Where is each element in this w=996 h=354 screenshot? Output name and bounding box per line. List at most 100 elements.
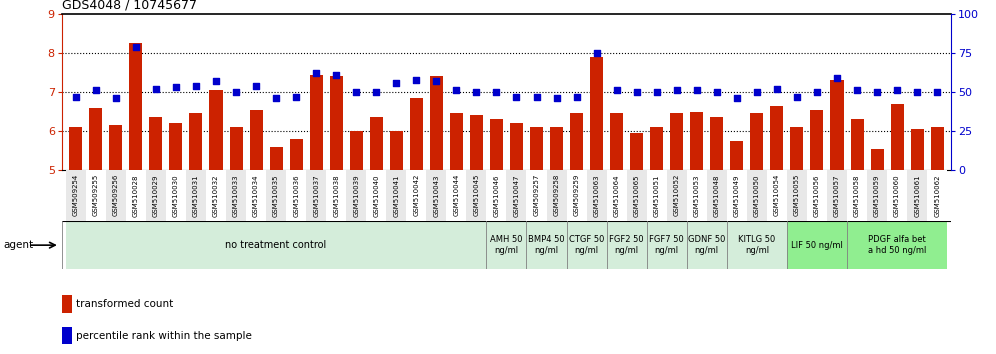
Text: FGF7 50
ng/ml: FGF7 50 ng/ml: [649, 235, 684, 255]
Point: [188, 83, 204, 88]
Point: [329, 72, 345, 78]
Text: GSM510036: GSM510036: [293, 174, 299, 217]
Point: [468, 89, 484, 95]
Text: percentile rank within the sample: percentile rank within the sample: [76, 331, 252, 341]
Bar: [607, 221, 646, 269]
Point: [870, 89, 885, 95]
Bar: [66, 170, 86, 221]
Bar: [687, 221, 727, 269]
Text: GSM510041: GSM510041: [393, 174, 399, 217]
Point: [729, 96, 745, 101]
Bar: [129, 44, 142, 170]
Point: [248, 83, 264, 88]
Bar: [125, 170, 145, 221]
Bar: [570, 113, 583, 170]
Point: [809, 89, 825, 95]
Text: no treatment control: no treatment control: [225, 240, 327, 250]
Bar: [229, 127, 243, 170]
Point: [349, 89, 365, 95]
Text: GSM510035: GSM510035: [273, 174, 279, 217]
Point: [709, 89, 725, 95]
Point: [509, 94, 525, 99]
Bar: [490, 119, 503, 170]
Text: GSM510034: GSM510034: [253, 174, 259, 217]
Bar: [707, 170, 727, 221]
Bar: [767, 170, 787, 221]
Point: [749, 89, 765, 95]
Text: GSM510045: GSM510045: [473, 174, 479, 216]
Point: [889, 88, 905, 93]
Bar: [567, 221, 607, 269]
Text: GSM509254: GSM509254: [73, 174, 79, 216]
Bar: [250, 110, 263, 170]
Point: [549, 96, 565, 101]
Bar: [350, 131, 363, 170]
Point: [589, 50, 605, 56]
Bar: [907, 170, 927, 221]
Bar: [347, 170, 367, 221]
Bar: [527, 221, 567, 269]
Point: [68, 94, 84, 99]
Bar: [430, 76, 443, 170]
Bar: [890, 104, 903, 170]
Bar: [791, 127, 804, 170]
Text: GSM510052: GSM510052: [673, 174, 679, 216]
Bar: [727, 170, 747, 221]
Text: KITLG 50
ng/ml: KITLG 50 ng/ml: [738, 235, 776, 255]
Bar: [930, 127, 943, 170]
Bar: [270, 147, 283, 170]
Bar: [66, 221, 486, 269]
Text: GSM510044: GSM510044: [453, 174, 459, 216]
Text: GSM510046: GSM510046: [493, 174, 499, 217]
Bar: [149, 118, 162, 170]
Bar: [166, 170, 186, 221]
Text: FGF2 50
ng/ml: FGF2 50 ng/ml: [610, 235, 644, 255]
Bar: [326, 170, 347, 221]
Point: [789, 94, 805, 99]
Point: [88, 88, 104, 93]
Bar: [206, 170, 226, 221]
Point: [228, 89, 244, 95]
Point: [849, 88, 865, 93]
Bar: [910, 129, 923, 170]
Text: GSM509259: GSM509259: [574, 174, 580, 216]
Text: GSM510051: GSM510051: [653, 174, 659, 217]
Bar: [510, 123, 523, 170]
Text: GSM510039: GSM510039: [354, 174, 360, 217]
Text: GSM510030: GSM510030: [173, 174, 179, 217]
Bar: [547, 170, 567, 221]
Bar: [927, 170, 947, 221]
Text: GSM510061: GSM510061: [914, 174, 920, 217]
Text: GSM509257: GSM509257: [534, 174, 540, 216]
Point: [369, 89, 384, 95]
Bar: [550, 127, 563, 170]
Bar: [527, 170, 547, 221]
Bar: [687, 170, 707, 221]
Bar: [145, 170, 166, 221]
Bar: [506, 170, 527, 221]
Bar: [847, 221, 947, 269]
Bar: [62, 295, 73, 313]
Text: GSM510060: GSM510060: [894, 174, 900, 217]
Text: GSM510031: GSM510031: [193, 174, 199, 217]
Text: GSM510040: GSM510040: [374, 174, 379, 217]
Text: GSM510050: GSM510050: [754, 174, 760, 217]
Point: [168, 85, 184, 90]
Text: GSM510048: GSM510048: [714, 174, 720, 217]
Point: [127, 44, 143, 50]
Bar: [246, 170, 266, 221]
Point: [108, 96, 124, 101]
Point: [408, 77, 424, 82]
Text: GSM510037: GSM510037: [313, 174, 319, 217]
Bar: [406, 170, 426, 221]
Bar: [266, 170, 286, 221]
Bar: [626, 170, 646, 221]
Bar: [646, 170, 666, 221]
Point: [529, 94, 545, 99]
Point: [148, 86, 164, 92]
Text: GDS4048 / 10745677: GDS4048 / 10745677: [62, 0, 197, 12]
Text: GSM510033: GSM510033: [233, 174, 239, 217]
Bar: [446, 170, 466, 221]
Bar: [486, 221, 527, 269]
Bar: [587, 170, 607, 221]
